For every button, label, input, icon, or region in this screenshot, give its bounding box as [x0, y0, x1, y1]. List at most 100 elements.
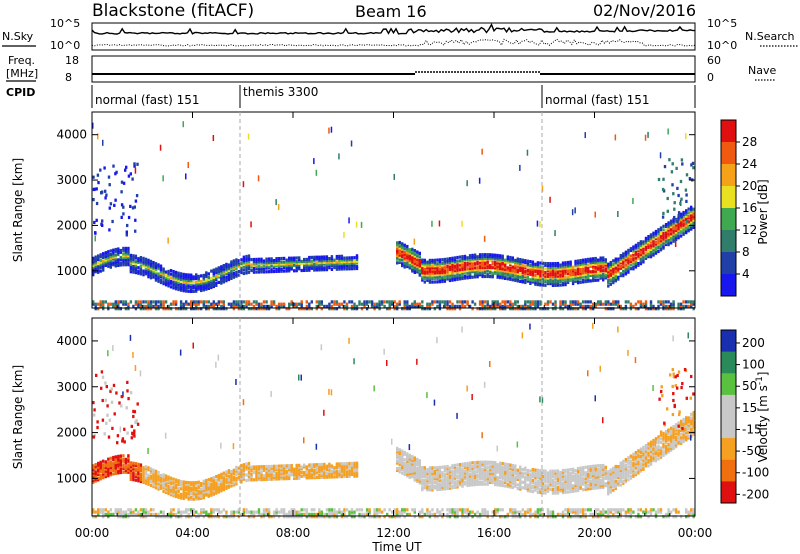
scatter-cell: [473, 479, 477, 483]
scatter-cell: [222, 280, 225, 284]
scatter-cell: [597, 271, 600, 275]
scatter-cell: [157, 267, 160, 271]
scatter-cell: [92, 467, 95, 472]
scatter-cell: [220, 483, 223, 487]
scatter-cell: [602, 256, 605, 260]
scatter-cell: [431, 280, 434, 284]
scatter-cell: [207, 283, 210, 287]
scatter-cell: [102, 465, 105, 469]
scatter-cell: [280, 260, 283, 264]
ground-scatter-cell: [257, 307, 261, 311]
scatter-cell: [126, 223, 129, 228]
scatter-cell: [644, 236, 648, 240]
scatter-cell: [396, 250, 399, 254]
ground-scatter-cell: [129, 300, 133, 304]
scatter-cell: [127, 454, 130, 458]
scatter-cell: [516, 272, 519, 276]
scatter-cell: [92, 260, 95, 264]
scatter-cell: [622, 257, 625, 261]
scatter-cell: [561, 281, 565, 285]
scatter-cell: [260, 263, 263, 267]
scatter-cell: [652, 237, 655, 241]
scatter-cell: [471, 477, 474, 481]
scatter-cell: [247, 256, 251, 260]
scatter-cell: [514, 482, 517, 486]
scatter-cell: [152, 468, 155, 472]
scatter-cell: [448, 468, 452, 472]
scatter-cell: [112, 263, 115, 267]
scatter-cell: [657, 239, 660, 243]
scatter-cell: [476, 482, 479, 486]
scatter-cell: [478, 260, 482, 264]
scatter-cell: [489, 255, 492, 259]
ground-scatter-cell: [308, 512, 311, 516]
ground-scatter-cell: [92, 302, 95, 306]
scatter-cell: [137, 468, 140, 472]
scatter-cell: [416, 257, 419, 261]
scatter-cell: [421, 482, 424, 486]
scatter-cell: [177, 282, 180, 286]
scatter-cell: [247, 265, 251, 269]
ground-scatter-cell: [104, 512, 107, 516]
scatter-cell: [255, 470, 258, 474]
ground-scatter-cell: [149, 302, 153, 306]
scatter-cell: [210, 280, 213, 284]
scatter-cell: [483, 482, 487, 486]
scatter-cell: [438, 260, 442, 264]
ground-scatter-cell: [411, 304, 414, 308]
scatter-cell: [556, 261, 560, 266]
scatter-cell: [494, 260, 497, 264]
scatter-cell: [564, 270, 567, 274]
scatter-cell: [672, 223, 675, 227]
scatter-cell: [102, 472, 105, 476]
ground-scatter-cell: [154, 300, 158, 304]
scatter-cell: [190, 289, 193, 293]
scatter-cell: [478, 271, 482, 275]
scatter-cell: [406, 452, 409, 456]
ground-scatter-cell: [212, 510, 215, 514]
scatter-cell: [494, 262, 497, 266]
scatter-cell: [443, 474, 447, 478]
scatter-cell: [107, 457, 110, 461]
scatter-cell: [674, 237, 678, 242]
scatter-cell: [486, 473, 489, 477]
ground-scatter-cell: [147, 304, 150, 308]
scatter-cell: [247, 467, 251, 471]
scatter-cell: [132, 268, 135, 272]
scatter-cell: [192, 484, 195, 488]
scatter-cell: [132, 266, 135, 271]
scatter-cell: [416, 252, 419, 256]
ground-scatter-cell: [416, 304, 419, 308]
scatter-cell: [627, 252, 630, 256]
scatter-cell: [624, 254, 628, 258]
scatter-cell: [406, 467, 409, 471]
scatter-cell: [494, 255, 497, 259]
scatter-cell: [468, 274, 472, 278]
scatter-cell: [335, 264, 339, 268]
scatter-cell: [202, 279, 205, 283]
scatter-cell: [104, 196, 107, 200]
scatter-cell: [247, 478, 251, 482]
scatter-cell: [494, 266, 497, 270]
scatter-cell: [592, 264, 595, 268]
scatter-cell: [272, 264, 276, 268]
noise-right-tick-bottom: 10^0: [707, 39, 737, 52]
scatter-cell: [602, 265, 605, 269]
scatter-cell: [448, 477, 452, 481]
scatter-cell: [408, 262, 411, 266]
scatter-cell: [411, 269, 414, 273]
scatter-cell: [561, 274, 565, 278]
scatter-cell: [403, 263, 406, 267]
ground-scatter-cell: [144, 304, 148, 308]
scatter-cell: [95, 187, 98, 191]
y-tick-label: 4000: [56, 128, 87, 142]
scatter-cell: [639, 256, 643, 260]
scatter-cell: [486, 462, 489, 466]
scatter-cell: [403, 243, 406, 247]
noise-cell: [217, 354, 220, 361]
scatter-cell: [129, 270, 133, 274]
scatter-cell: [654, 231, 658, 235]
ground-scatter-cell: [99, 304, 102, 308]
scatter-cell: [275, 260, 278, 264]
scatter-cell: [169, 482, 173, 486]
